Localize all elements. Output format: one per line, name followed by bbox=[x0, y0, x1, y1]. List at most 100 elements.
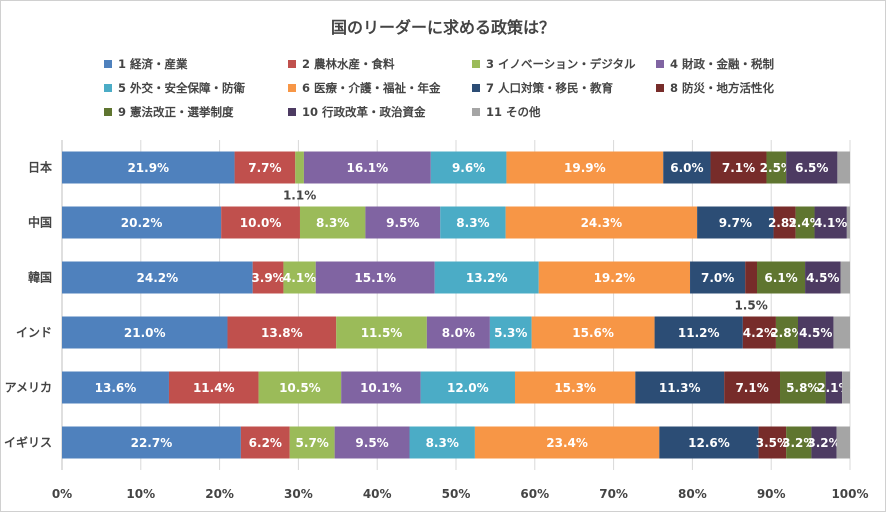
data-label: 2.8% bbox=[768, 216, 801, 230]
data-label: 4.1% bbox=[814, 216, 847, 230]
data-label: 9.7% bbox=[719, 216, 752, 230]
bar-segment bbox=[837, 151, 850, 184]
category-label: 韓国 bbox=[28, 270, 52, 285]
data-label: 15.1% bbox=[354, 271, 396, 285]
data-label: 4.5% bbox=[799, 326, 832, 340]
data-label: 3.2% bbox=[782, 436, 815, 450]
data-label: 4.2% bbox=[743, 326, 776, 340]
bar-segment bbox=[62, 261, 253, 294]
chart-title: 国のリーダーに求める政策は？ bbox=[330, 18, 555, 37]
x-tick-label: 20% bbox=[205, 487, 234, 501]
data-label: 9.6% bbox=[452, 161, 485, 175]
x-tick-label: 80% bbox=[678, 487, 707, 501]
bar-segment bbox=[757, 261, 806, 294]
category-label: 中国 bbox=[28, 215, 52, 230]
bar-segment bbox=[252, 261, 284, 294]
bar-segment bbox=[434, 261, 539, 294]
data-label: 9.5% bbox=[386, 216, 419, 230]
bar-segment bbox=[440, 206, 506, 239]
bar-segment bbox=[724, 371, 781, 404]
bar-segment bbox=[62, 371, 169, 404]
data-label: 6.0% bbox=[670, 161, 703, 175]
legend-label: 8 防災・地方活性化 bbox=[670, 81, 775, 95]
legend-label: 7 人口対策・移民・教育 bbox=[486, 81, 614, 95]
data-label: 19.2% bbox=[594, 271, 636, 285]
category-label: アメリカ bbox=[5, 381, 52, 395]
bar-segment bbox=[811, 426, 837, 459]
legend-swatch bbox=[104, 60, 112, 68]
legend-label: 11 その他 bbox=[486, 105, 541, 119]
bar-segment bbox=[227, 316, 337, 349]
legend-label: 2 農林水産・食料 bbox=[302, 57, 395, 71]
bar-segment bbox=[505, 206, 698, 239]
bar-segment bbox=[409, 426, 475, 459]
data-label: 7.1% bbox=[735, 381, 768, 395]
bar-segment bbox=[315, 261, 435, 294]
bar-segment bbox=[659, 426, 759, 459]
bar-segment bbox=[336, 316, 427, 349]
bar-segment bbox=[758, 426, 787, 459]
bar-segment bbox=[474, 426, 660, 459]
legend-swatch bbox=[288, 108, 296, 116]
legend-item: 7 人口対策・移民・教育 bbox=[472, 80, 613, 96]
data-label: 12.0% bbox=[447, 381, 489, 395]
data-label: 1.5% bbox=[734, 299, 767, 313]
data-label: 10.0% bbox=[240, 216, 282, 230]
bar-segment bbox=[62, 426, 241, 459]
bar-segment bbox=[710, 151, 767, 184]
data-label: 8.3% bbox=[456, 216, 489, 230]
data-label: 3.9% bbox=[251, 271, 284, 285]
legend-label: 1 経済・産業 bbox=[118, 57, 188, 71]
data-label: 15.3% bbox=[554, 381, 596, 395]
bar-segment bbox=[531, 316, 655, 349]
data-label: 11.2% bbox=[678, 326, 720, 340]
bar-segment bbox=[805, 261, 841, 294]
bar-segment bbox=[690, 261, 746, 294]
bar-segment bbox=[430, 151, 507, 184]
bar-segment bbox=[426, 316, 490, 349]
data-label: 13.2% bbox=[466, 271, 508, 285]
bar-segment bbox=[489, 316, 532, 349]
data-label: 21.0% bbox=[124, 326, 166, 340]
legend-swatch bbox=[288, 60, 296, 68]
data-label: 23.4% bbox=[546, 436, 588, 450]
data-label: 13.6% bbox=[95, 381, 137, 395]
x-tick-label: 30% bbox=[284, 487, 313, 501]
bar-segment bbox=[780, 371, 826, 404]
data-label: 5.7% bbox=[296, 436, 329, 450]
bar-segment bbox=[506, 151, 664, 184]
legend-label: 4 財政・金融・税制 bbox=[670, 57, 775, 71]
legend-item: 3 イノベーション・デジタル bbox=[472, 56, 636, 72]
data-label: 4.5% bbox=[806, 271, 839, 285]
legend-label: 6 医療・介護・福祉・年金 bbox=[302, 81, 441, 95]
data-label: 5.3% bbox=[494, 326, 527, 340]
data-label: 24.3% bbox=[581, 216, 623, 230]
bar-segment bbox=[234, 151, 296, 184]
legend-swatch bbox=[656, 84, 664, 92]
bar-segment bbox=[836, 426, 850, 459]
legend-swatch bbox=[104, 84, 112, 92]
data-label: 1.1% bbox=[283, 189, 316, 203]
data-label: 10.1% bbox=[360, 381, 402, 395]
bar-segment bbox=[341, 371, 421, 404]
bar-segment bbox=[62, 151, 235, 184]
data-label: 3.5% bbox=[756, 436, 789, 450]
legend-item: 6 医療・介護・福祉・年金 bbox=[288, 80, 441, 96]
bar-segment bbox=[786, 426, 812, 459]
bar-segment bbox=[420, 371, 515, 404]
x-tick-label: 100% bbox=[831, 487, 868, 501]
data-label: 2.8% bbox=[770, 326, 803, 340]
data-label: 3.2% bbox=[807, 436, 840, 450]
x-tick-label: 40% bbox=[363, 487, 392, 501]
data-label: 2.5% bbox=[760, 161, 793, 175]
bar-segment bbox=[303, 151, 431, 184]
legend-label: 3 イノベーション・デジタル bbox=[486, 57, 636, 71]
bar-segment bbox=[663, 151, 711, 184]
legend-item: 8 防災・地方活性化 bbox=[656, 80, 774, 96]
data-label: 24.2% bbox=[137, 271, 179, 285]
legend-item: 4 財政・金融・税制 bbox=[656, 56, 774, 72]
legend-item: 5 外交・安全保障・防衛 bbox=[104, 80, 245, 96]
x-tick-label: 60% bbox=[520, 487, 549, 501]
bar-segment bbox=[62, 206, 222, 239]
